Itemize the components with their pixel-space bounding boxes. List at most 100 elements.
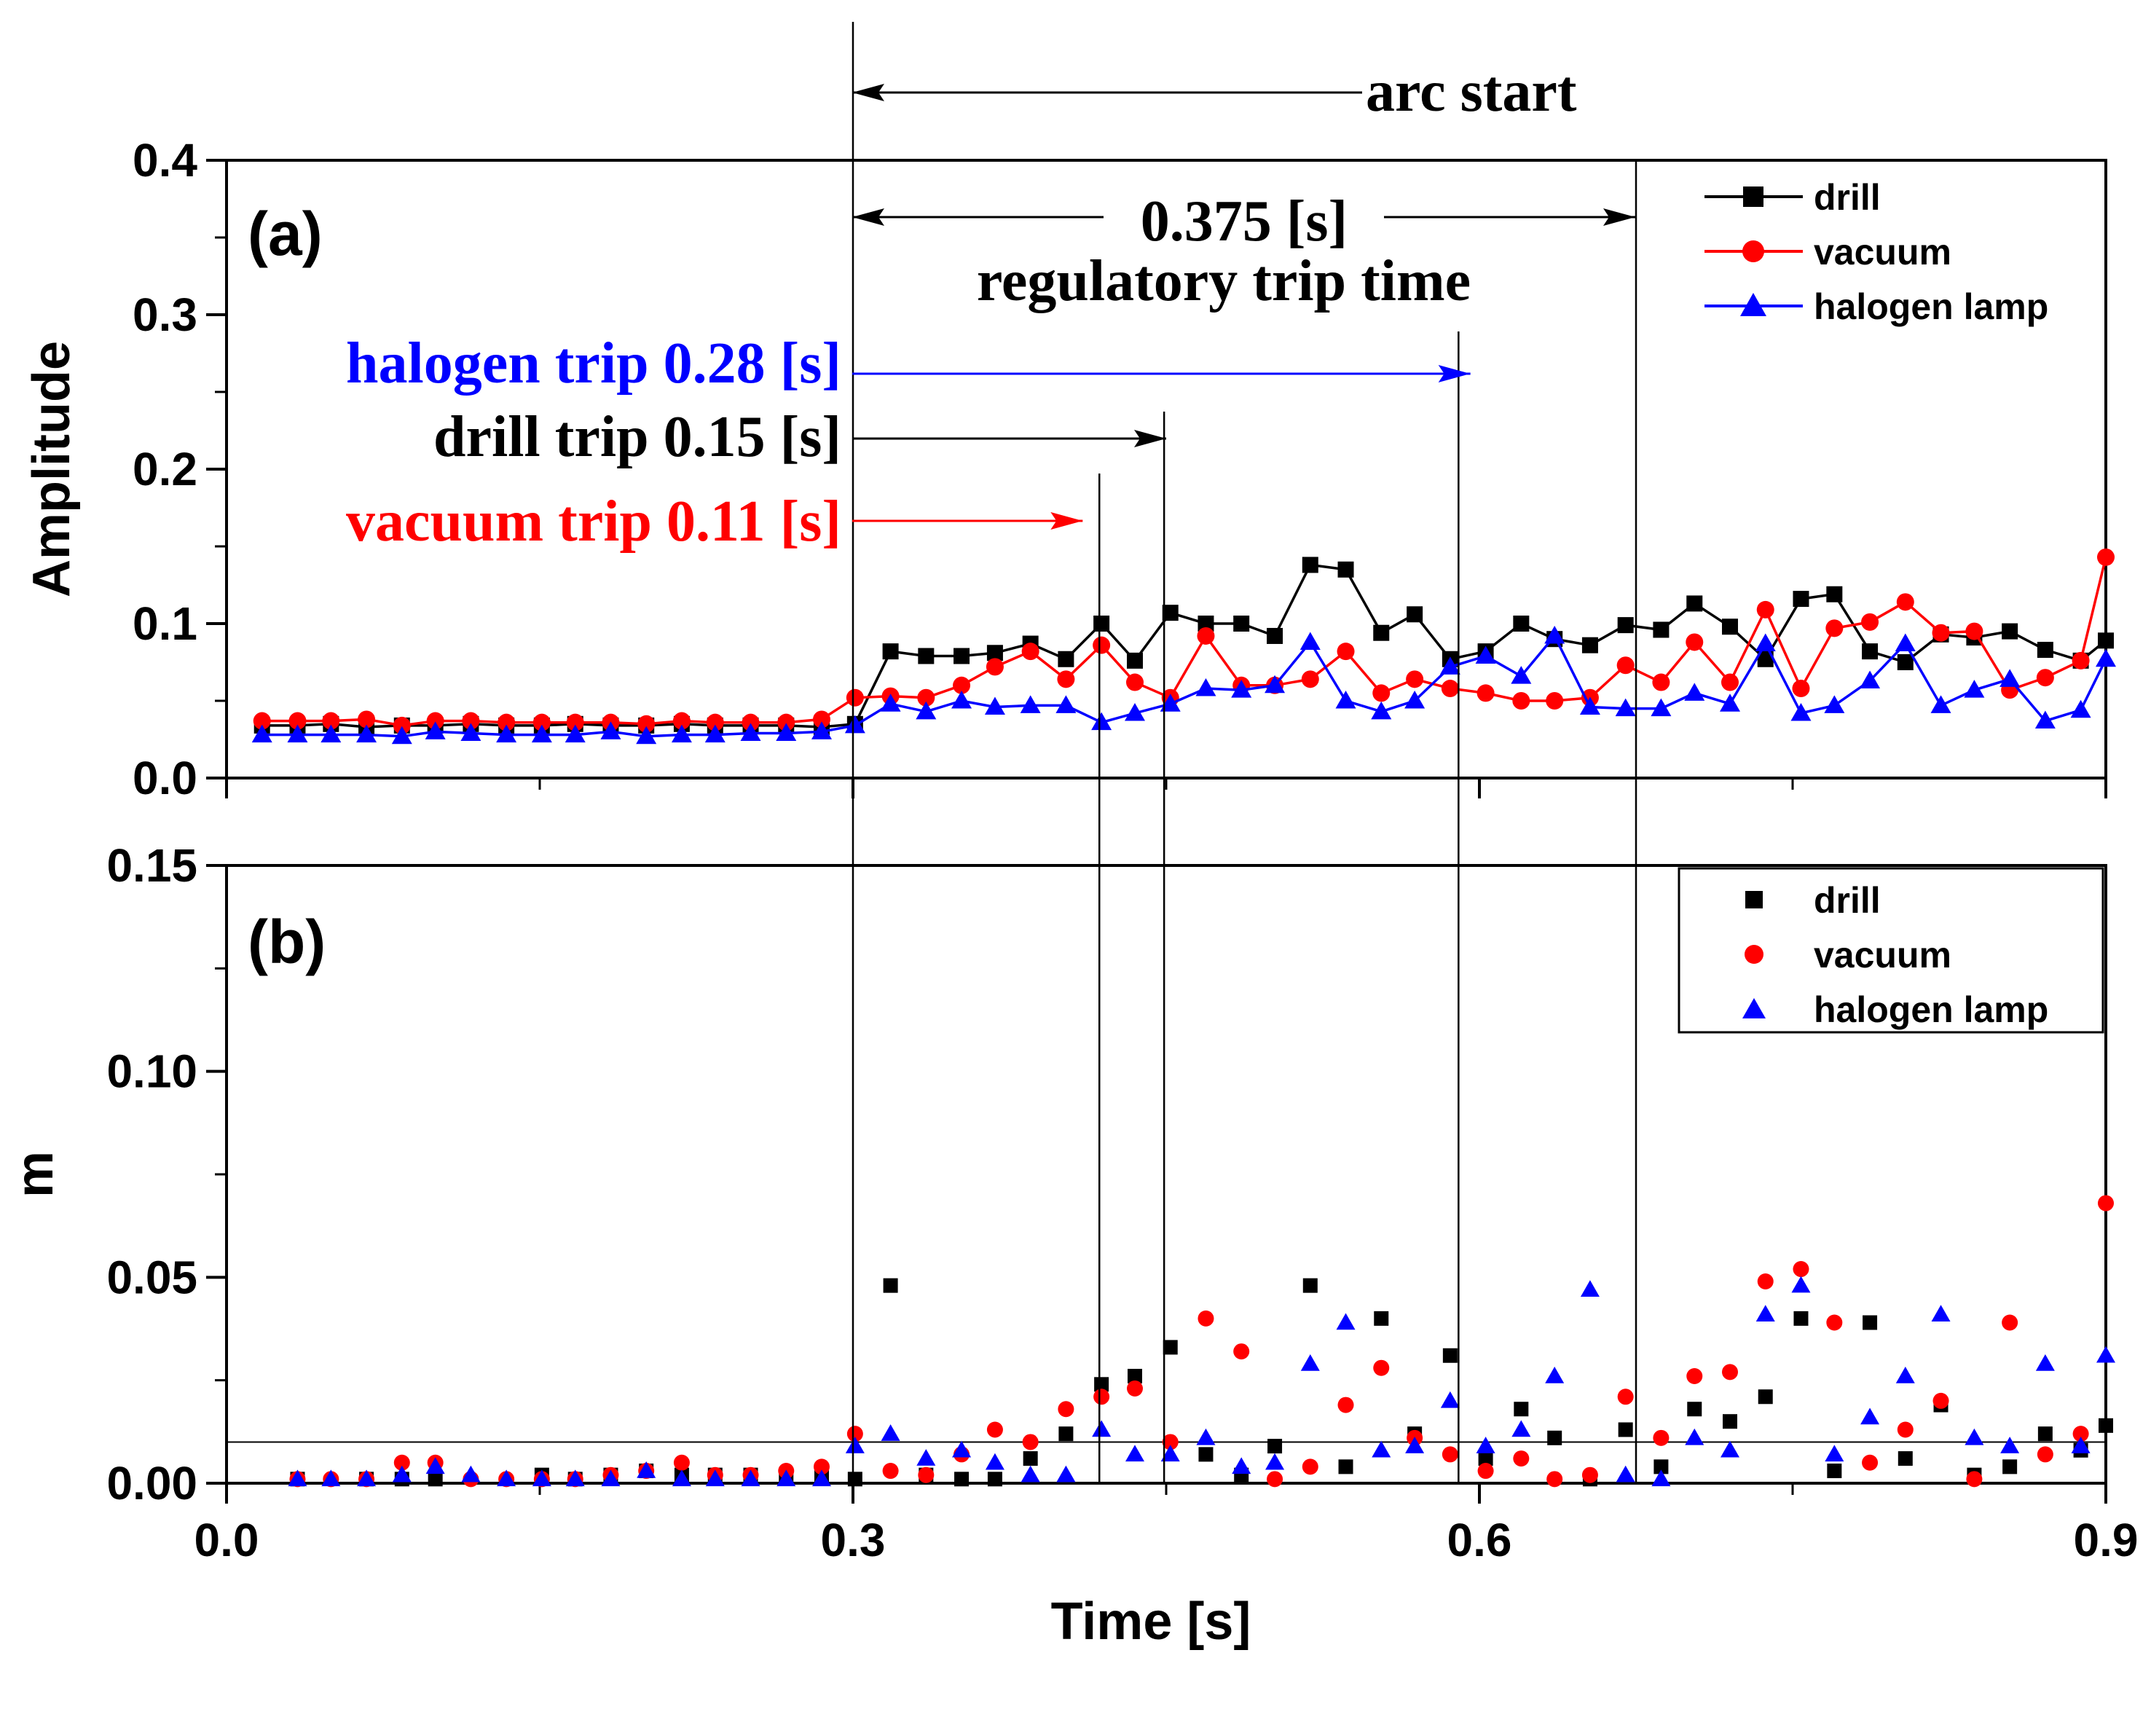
point-vacuum (1162, 1434, 1179, 1450)
point-halogen-lamp (845, 1437, 865, 1453)
panel-a-ticks: 0.0 0.1 0.2 0.3 0.4 (133, 134, 2107, 804)
point-drill (1757, 651, 1774, 667)
point-vacuum (672, 712, 691, 730)
point-drill (1618, 1422, 1633, 1437)
point-halogen-lamp (1755, 633, 1776, 652)
point-drill (1302, 557, 1318, 573)
point-drill (883, 1278, 898, 1293)
point-halogen-lamp (985, 1453, 1004, 1470)
point-halogen-lamp (321, 724, 342, 743)
point-drill (1653, 621, 1670, 638)
point-drill (1023, 1451, 1038, 1466)
legend-b-drill-marker (1745, 891, 1763, 908)
point-halogen-lamp (984, 696, 1005, 715)
point-halogen-lamp (531, 724, 552, 743)
point-vacuum (814, 1458, 830, 1475)
point-vacuum (813, 710, 830, 728)
point-halogen-lamp (2096, 648, 2116, 667)
point-vacuum (462, 712, 480, 730)
x-tick-label: 0.9 (2074, 1514, 2139, 1566)
point-halogen-lamp (844, 715, 865, 734)
point-vacuum (1441, 680, 1459, 698)
point-vacuum (1966, 1471, 1983, 1488)
point-vacuum (673, 1454, 690, 1471)
point-drill (987, 1472, 1002, 1487)
point-drill (1058, 1426, 1074, 1442)
point-halogen-lamp (916, 1449, 936, 1466)
point-vacuum (917, 688, 935, 707)
annotations: arc start 0.375 [s] regulatory trip time… (346, 22, 1637, 1483)
point-vacuum (637, 715, 656, 733)
point-halogen-lamp (1651, 698, 1672, 717)
point-drill (1617, 617, 1634, 634)
point-drill (1128, 1369, 1142, 1384)
point-halogen-lamp (1160, 694, 1181, 712)
legend-b-drill-label: drill (1814, 880, 1881, 921)
point-vacuum (1757, 1273, 1774, 1289)
point-halogen-lamp (1545, 1367, 1565, 1383)
point-halogen-lamp (1860, 670, 1881, 688)
point-halogen-lamp (1999, 669, 2021, 687)
point-vacuum (1897, 1421, 1914, 1438)
panel-b-legend: drill vacuum halogen lamp (1678, 867, 2104, 1034)
point-drill (1513, 616, 1530, 632)
point-halogen-lamp (1265, 675, 1286, 694)
point-vacuum (2097, 548, 2115, 566)
point-drill (1163, 1340, 1178, 1355)
point-vacuum (1862, 1454, 1879, 1471)
point-halogen-lamp (1721, 1440, 1739, 1458)
point-drill (1827, 1464, 1842, 1479)
point-drill (1723, 1414, 1737, 1429)
point-drill (1337, 561, 1354, 578)
point-drill (1862, 643, 1879, 660)
point-drill (1758, 1389, 1773, 1405)
point-vacuum (1513, 1450, 1530, 1467)
point-vacuum (1793, 1261, 1809, 1278)
point-vacuum (986, 1421, 1003, 1438)
point-halogen-lamp (251, 724, 272, 743)
point-drill (1793, 591, 1809, 608)
point-halogen-lamp (565, 1469, 585, 1487)
point-halogen-lamp (357, 1469, 377, 1487)
point-vacuum (1653, 1429, 1670, 1446)
point-drill (1374, 1311, 1389, 1326)
point-vacuum (2072, 1426, 2089, 1442)
point-vacuum (393, 716, 411, 734)
y-tick-label: 0.1 (133, 597, 197, 650)
point-vacuum (253, 712, 271, 730)
point-vacuum (532, 713, 551, 731)
point-vacuum (2037, 1446, 2053, 1463)
legend-b-halogen-label: halogen lamp (1814, 989, 2048, 1030)
point-drill (1514, 1402, 1529, 1417)
point-drill (1826, 586, 1843, 602)
point-vacuum (566, 713, 584, 731)
point-drill (1162, 605, 1179, 621)
point-halogen-lamp (600, 721, 621, 739)
point-halogen-lamp (1579, 696, 1600, 715)
point-vacuum (1546, 692, 1564, 710)
point-halogen-lamp (1439, 656, 1460, 675)
point-vacuum (1233, 1343, 1250, 1360)
point-vacuum (1546, 1471, 1563, 1488)
point-vacuum (1652, 673, 1670, 691)
point-halogen-lamp (2034, 710, 2056, 729)
point-halogen-lamp (1651, 1469, 1671, 1487)
m-panel: 0.00 0.05 0.10 0.15 0.0 0.3 0.6 0.9 (b) m Time … (6, 839, 2138, 1651)
point-vacuum (1932, 624, 1950, 642)
legend-b-vacuum-label: vacuum (1814, 935, 1951, 975)
y-tick-label: 0.10 (106, 1045, 197, 1098)
point-halogen-lamp (1825, 1445, 1844, 1462)
y-tick-label: 0.15 (106, 839, 197, 892)
point-halogen-lamp (1021, 1465, 1040, 1482)
arc-start-label: arc start (1366, 60, 1577, 124)
legend-b-vacuum-marker (1745, 945, 1763, 964)
point-vacuum (1197, 627, 1215, 645)
point-vacuum (1057, 670, 1075, 688)
point-halogen-lamp (1020, 695, 1041, 713)
y-tick-label: 0.4 (133, 134, 197, 186)
point-vacuum (1722, 1364, 1738, 1380)
point-drill (1302, 1278, 1318, 1293)
point-drill (1863, 1315, 1878, 1330)
point-halogen-lamp (1616, 1465, 1635, 1482)
